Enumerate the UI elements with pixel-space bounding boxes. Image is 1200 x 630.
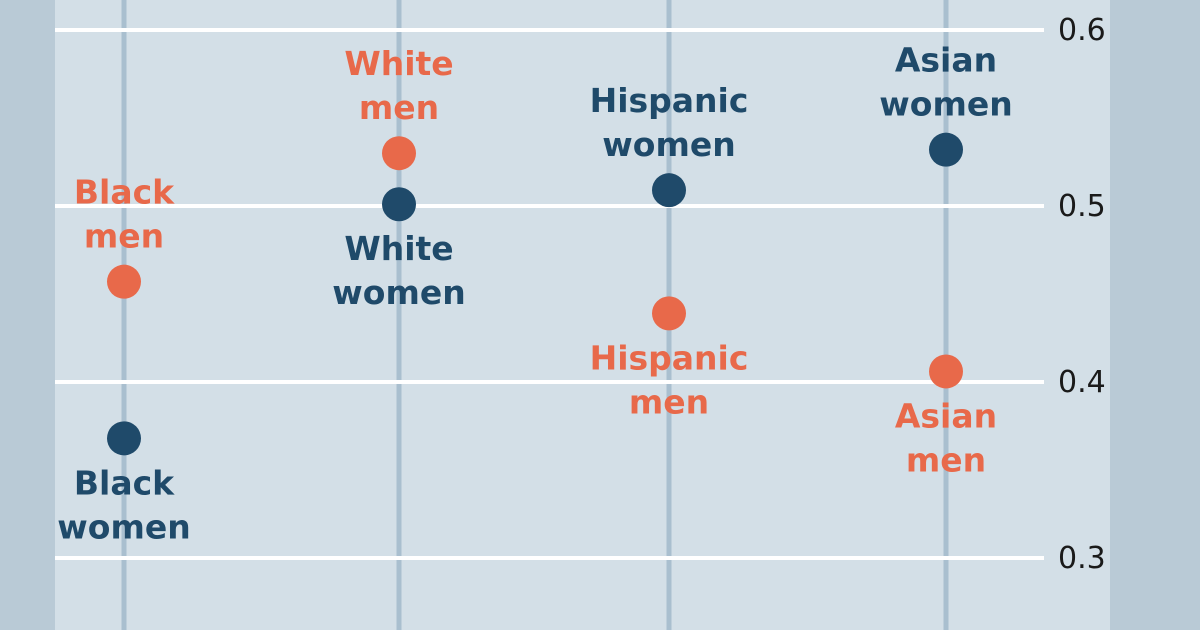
point-asian-men bbox=[929, 354, 963, 389]
point-label-white-women: White women bbox=[332, 229, 465, 312]
gridlines bbox=[55, 28, 1044, 560]
point-black-men bbox=[107, 264, 141, 299]
point-label-asian-men: Asian men bbox=[895, 396, 997, 479]
plot-area bbox=[55, 0, 1110, 630]
y-tick-label: 0.3 bbox=[1058, 541, 1106, 576]
data-points bbox=[107, 132, 963, 456]
point-label-hispanic-men: Hispanic men bbox=[590, 338, 749, 421]
y-tick-label: 0.6 bbox=[1058, 13, 1106, 48]
point-label-black-men: Black men bbox=[74, 173, 175, 256]
y-tick-label: 0.5 bbox=[1058, 189, 1106, 224]
point-label-black-women: Black women bbox=[57, 463, 190, 546]
point-asian-women bbox=[929, 132, 963, 167]
point-labels: Black men White men Hispanic men Asian men Black… bbox=[57, 41, 1012, 547]
y-axis: 0.3 0.4 0.5 0.6 bbox=[1058, 13, 1106, 576]
point-hispanic-men bbox=[652, 296, 686, 331]
point-black-women bbox=[107, 421, 141, 456]
point-label-hispanic-women: Hispanic women bbox=[590, 81, 749, 164]
point-label-white-men: White men bbox=[344, 44, 453, 127]
point-hispanic-women bbox=[652, 173, 686, 208]
point-white-women bbox=[382, 187, 416, 222]
y-tick-label: 0.4 bbox=[1058, 365, 1106, 400]
point-label-asian-women: Asian women bbox=[879, 41, 1012, 124]
point-white-men bbox=[382, 136, 416, 171]
